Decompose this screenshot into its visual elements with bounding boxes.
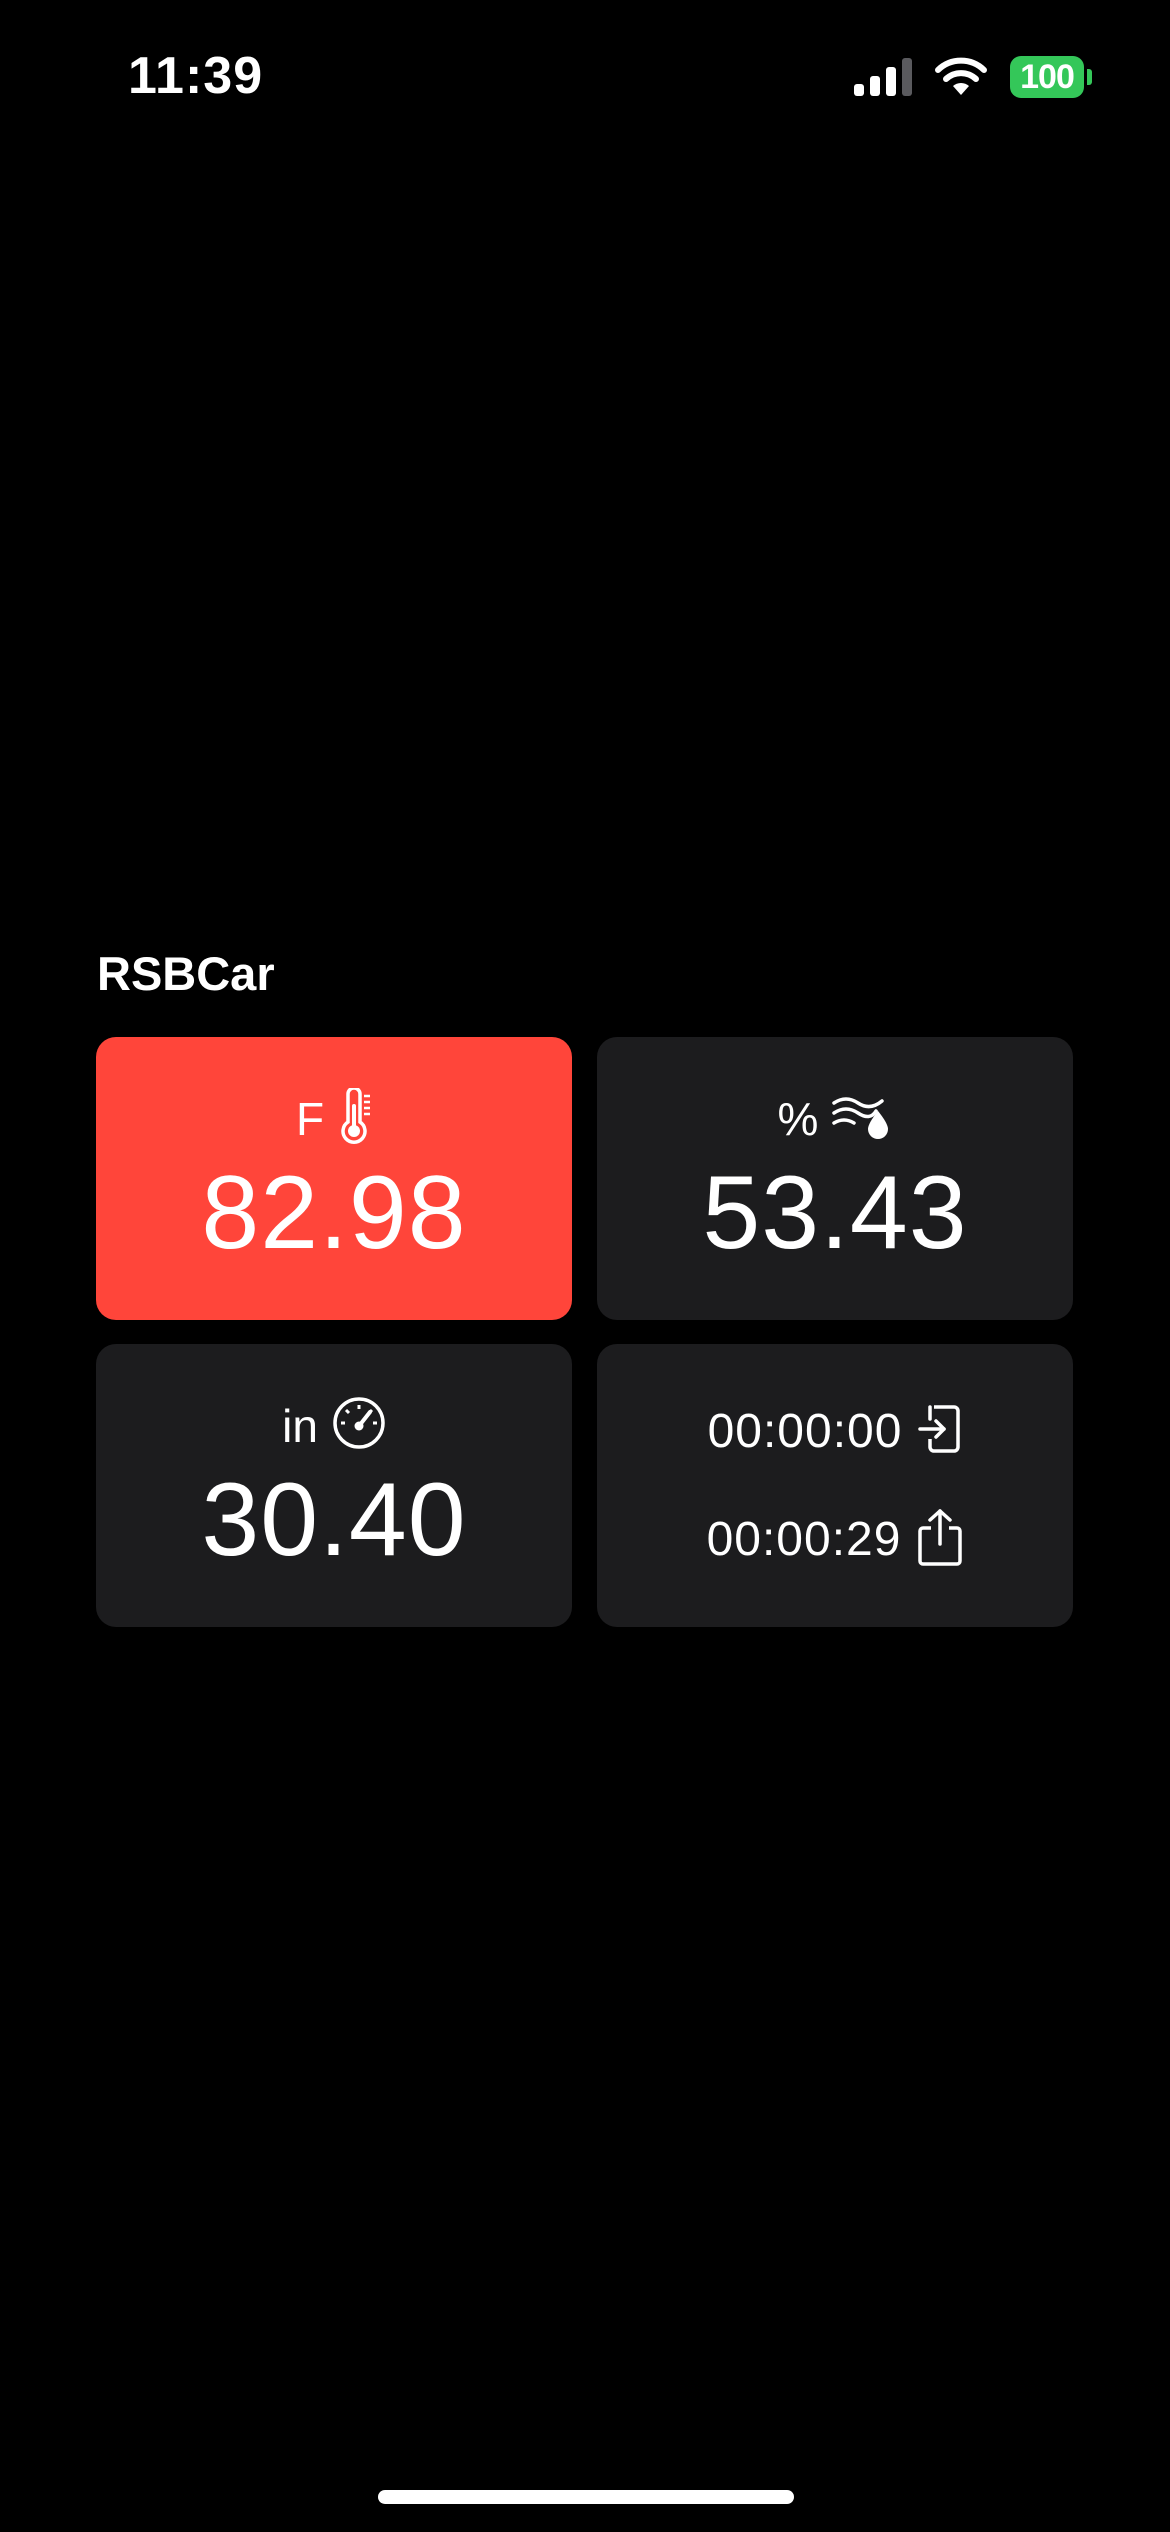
temperature-value: 82.98 [201, 1154, 467, 1271]
temperature-unit: F [295, 1092, 325, 1145]
timer-shared-value: 00:00:29 [706, 1513, 902, 1566]
enter-icon [918, 1401, 962, 1462]
humidity-icon [832, 1093, 892, 1144]
humidity-unit: % [777, 1092, 819, 1145]
timer-row-entered: 00:00:00 [708, 1397, 963, 1467]
gauge-icon [332, 1396, 386, 1455]
pressure-unit: in [282, 1399, 318, 1452]
pressure-header: in [282, 1394, 386, 1458]
timer-row-shared: 00:00:29 [707, 1505, 964, 1575]
temperature-tile[interactable]: F 82.98 [96, 1037, 572, 1320]
wifi-icon [934, 57, 988, 97]
pressure-tile[interactable]: in 30.40 [96, 1344, 572, 1627]
status-indicators: 100 [854, 52, 1092, 102]
cellular-signal-icon [854, 58, 912, 96]
timer-entered-value: 00:00:00 [707, 1405, 903, 1458]
pressure-value: 30.40 [201, 1461, 467, 1578]
status-time: 11:39 [128, 47, 264, 105]
battery-cap [1087, 69, 1092, 85]
humidity-tile[interactable]: % 53.43 [597, 1037, 1073, 1320]
humidity-header: % [778, 1087, 893, 1151]
status-bar: 11:39 100 [0, 0, 1170, 150]
temperature-header: F [295, 1086, 372, 1151]
battery-indicator: 100 [1010, 56, 1092, 98]
battery-body: 100 [1010, 56, 1084, 98]
thermometer-icon [338, 1086, 372, 1149]
share-icon [917, 1508, 963, 1571]
home-indicator[interactable] [378, 2490, 794, 2504]
widget-title: RSBCar [97, 947, 275, 1000]
humidity-value: 53.43 [702, 1154, 968, 1271]
timers-tile[interactable]: 00:00:00 00:00:29 [597, 1344, 1073, 1627]
battery-level: 100 [1020, 57, 1075, 96]
